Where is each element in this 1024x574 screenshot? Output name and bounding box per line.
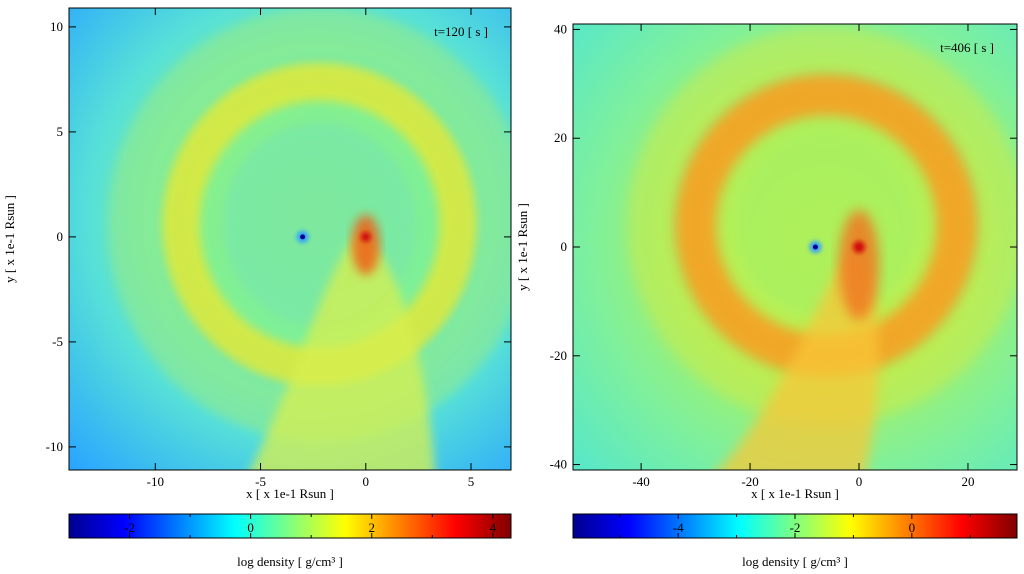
y-tick-label: -5 <box>52 334 63 349</box>
colorbar-tick-label: 2 <box>368 520 375 535</box>
y-tick-label: 0 <box>57 229 64 244</box>
y-tick-label: 20 <box>554 130 567 145</box>
time-label-left: t=120 [ s ] <box>434 24 488 39</box>
colorbar-label-left: log density [ g/cm³ ] <box>237 554 343 569</box>
colorbar-gradient <box>68 513 512 539</box>
colorbar-tick-label: 0 <box>909 520 916 535</box>
y-axis-label-right: y [ x 1e-1 Rsun ] <box>515 203 530 291</box>
tidal-stream <box>718 243 879 470</box>
y-tick-label: -20 <box>550 348 567 363</box>
colorbar-tick-label: -2 <box>790 520 801 535</box>
x-axis-label-right: x [ x 1e-1 Rsun ] <box>751 486 839 501</box>
colorbar-tick-label: 0 <box>247 520 254 535</box>
y-tick-label: 5 <box>57 124 64 139</box>
colorbar-tick-label: -2 <box>124 520 135 535</box>
density-peak <box>360 231 371 242</box>
y-ticks-left: -10 -5 0 5 10 <box>46 19 511 454</box>
compact-object <box>812 244 818 250</box>
stream-hotspot <box>839 210 880 320</box>
plot-frame-left <box>68 7 512 471</box>
y-tick-label: 0 <box>561 239 568 254</box>
time-label-right: t=406 [ s ] <box>940 40 994 55</box>
x-tick-label: -20 <box>741 474 758 489</box>
tidal-stream <box>250 230 435 470</box>
colorbar-left <box>68 513 512 539</box>
panel-left: -10 -5 0 5 -10 -5 0 5 10 t=120 [ s ] x [ x 1e-1… <box>2 7 512 569</box>
colorbar-ticks-right: -4 -2 0 <box>619 514 971 538</box>
x-tick-label: 0 <box>856 474 863 489</box>
y-tick-label: 10 <box>50 19 63 34</box>
x-tick-label: 20 <box>961 474 974 489</box>
stream-hotspot <box>351 214 380 275</box>
x-tick-label: -5 <box>255 474 266 489</box>
y-ticks-right: -40 -20 0 20 40 <box>550 21 1017 472</box>
x-tick-label: -10 <box>147 474 164 489</box>
colorbar-tick-label: -4 <box>673 520 684 535</box>
x-tick-label: 0 <box>363 474 370 489</box>
y-tick-label: -40 <box>550 457 567 472</box>
colorbar-label-right: log density [ g/cm³ ] <box>742 554 848 569</box>
x-tick-label: -40 <box>632 474 649 489</box>
x-ticks-right: -40 -20 0 20 <box>632 24 974 489</box>
y-axis-label-left: y [ x 1e-1 Rsun ] <box>2 195 17 283</box>
y-tick-label: 40 <box>554 21 567 36</box>
x-axis-label-left: x [ x 1e-1 Rsun ] <box>246 486 334 501</box>
colorbar-ticks-left: -2 0 2 4 <box>68 514 497 538</box>
colorbar-tick-label: 4 <box>490 520 497 535</box>
density-map-right <box>573 24 1017 470</box>
x-tick-label: 5 <box>468 474 475 489</box>
density-map-left <box>69 8 511 470</box>
y-tick-label: -10 <box>46 439 63 454</box>
x-ticks-left: -10 -5 0 5 <box>147 8 475 489</box>
density-peak <box>853 241 866 253</box>
compact-object <box>300 234 306 240</box>
